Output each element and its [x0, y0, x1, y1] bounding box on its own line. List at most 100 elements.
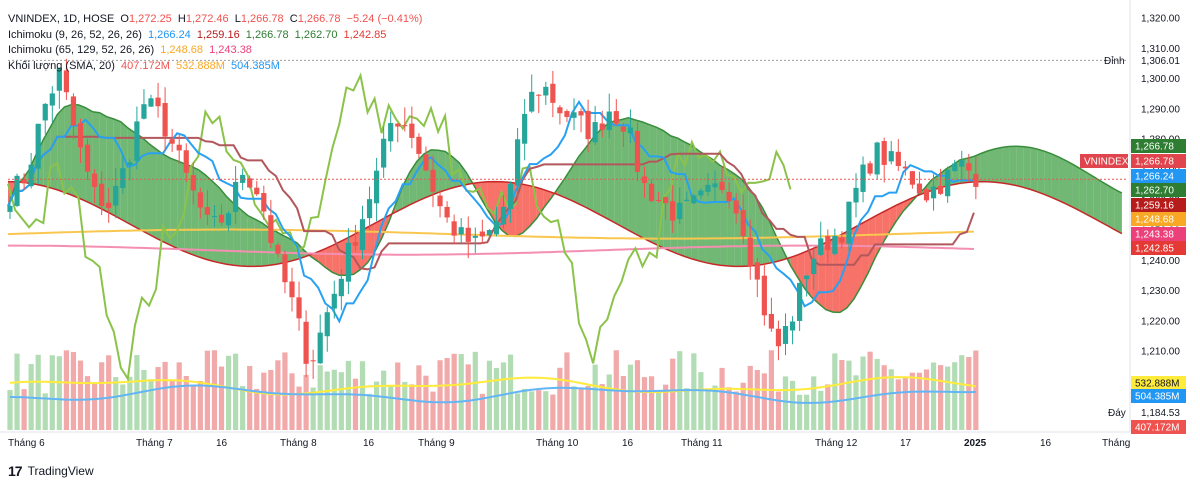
series-name-tag	[1080, 154, 1128, 168]
kumo-cloud-segment	[339, 238, 347, 276]
candle-body	[507, 183, 514, 209]
volume-bar	[973, 350, 979, 430]
candle-body	[592, 122, 598, 143]
volume-bar	[867, 351, 873, 430]
candle-body	[416, 136, 422, 154]
candle-body	[656, 200, 662, 202]
series-name-label: VNINDEX	[1084, 157, 1129, 168]
volume-bar	[472, 351, 478, 430]
candle-body	[782, 326, 789, 344]
volume-bar	[599, 384, 605, 430]
price-tag-box	[1131, 139, 1186, 153]
legend-symbol-row[interactable]: VNINDEX, 1D, HOSE O1,272.25 H1,272.46 L1…	[8, 12, 422, 28]
candle-body	[176, 144, 182, 151]
candle-body	[63, 70, 69, 93]
legend-ichimoku2-row[interactable]: Ichimoku (65, 129, 52, 26, 26) 1,248.68 …	[8, 43, 422, 59]
tradingview-brand[interactable]: 17 TradingView	[8, 463, 94, 479]
candle-body	[733, 200, 739, 214]
volume-bar	[324, 371, 330, 430]
price-axis-tick: 1,290.00	[1141, 104, 1180, 115]
close-value: 1,266.78	[297, 13, 341, 25]
candle-body	[423, 154, 429, 171]
candle-body	[599, 123, 605, 130]
volume-bar	[952, 362, 958, 430]
candle-body	[648, 183, 655, 202]
volume-bar	[49, 355, 55, 430]
candle-body	[218, 214, 225, 223]
time-axis-tick: 2025	[964, 438, 987, 449]
candle-body	[564, 111, 570, 117]
candle-body	[35, 123, 41, 169]
volume-bar	[797, 394, 803, 430]
candle-body	[437, 195, 443, 207]
volume-bar	[233, 353, 239, 430]
time-axis-tick: 16	[216, 438, 228, 449]
candle-body	[289, 281, 295, 298]
volume-label-sma: SMA, 20)	[69, 59, 115, 72]
candle-body	[557, 107, 563, 114]
volume-bar	[557, 367, 563, 430]
price-tag-value: 1,266.24	[1135, 172, 1174, 183]
volume-bar	[70, 352, 77, 430]
volume-bar	[754, 369, 760, 430]
candle-body	[543, 86, 549, 96]
price-tag-value: 532.888M	[1135, 379, 1179, 390]
volume-bar	[881, 365, 887, 430]
volume-bar	[56, 356, 62, 430]
candle-body	[303, 321, 309, 364]
price-tag-box	[1131, 183, 1186, 197]
candle-body	[28, 164, 34, 187]
ichimoku1-span-a: 1,262.70	[294, 28, 338, 41]
low-label: L	[234, 13, 241, 25]
legend-ichimoku1-row[interactable]: Ichimoku (9, 26, 52, 26, 26) 1,266.24 1,…	[8, 28, 422, 44]
volume-bar	[909, 372, 915, 430]
candle-body	[296, 297, 302, 319]
volume-bar	[331, 369, 337, 430]
candle-body	[832, 236, 838, 254]
ichimoku2-span-b-line	[8, 244, 974, 256]
candle-body	[92, 173, 98, 188]
candle-body	[768, 313, 774, 329]
candle-body	[141, 104, 147, 119]
candle-body	[430, 169, 436, 192]
volume-bar	[7, 390, 13, 430]
candle-body	[395, 123, 401, 127]
volume-bar	[726, 387, 732, 430]
kumo-cloud-segment	[713, 159, 721, 266]
kumo-cloud-segment	[727, 169, 735, 267]
candle-body	[874, 142, 880, 175]
kumo-cloud-segment	[247, 215, 255, 267]
kumo-cloud-segment	[219, 187, 227, 265]
candle-body	[797, 282, 803, 321]
candle-body	[211, 215, 218, 217]
kumo-cloud-segment	[1093, 176, 1101, 223]
volume-bar	[529, 391, 535, 430]
kumo-cloud-segment	[402, 172, 410, 209]
candle-body	[634, 130, 641, 172]
price-tag-box	[1131, 169, 1186, 183]
candle-body	[529, 91, 535, 112]
candle-body	[726, 192, 732, 202]
volume-bar	[247, 365, 253, 430]
candle-body	[155, 97, 161, 107]
legend-volume-row[interactable]: Khối lượng (SMA, 20) 407.172M 532.888M 5…	[8, 59, 422, 75]
price-tag-value: 1,266.78	[1135, 142, 1174, 153]
candle-body	[775, 328, 782, 347]
low-value: 1,184.53	[1141, 408, 1180, 419]
volume-bar	[522, 388, 528, 430]
candle-body	[451, 221, 457, 236]
volume-bar	[183, 375, 189, 430]
candle-body	[261, 193, 267, 212]
candle-body	[402, 125, 408, 127]
volume-sma-yellow: 532.888M	[175, 59, 225, 72]
kumo-cloud-segment	[1030, 147, 1038, 192]
kumo-cloud-segment	[163, 154, 171, 246]
kumo-cloud-segment	[734, 173, 742, 267]
volume-bar	[465, 364, 471, 430]
candle-body	[867, 163, 873, 174]
chart-legend: VNINDEX, 1D, HOSE O1,272.25 H1,272.46 L1…	[8, 12, 422, 74]
volume-label: Khối lượng (	[8, 59, 70, 72]
volume-bar	[458, 354, 464, 430]
kumo-cloud-segment	[1009, 146, 1017, 186]
